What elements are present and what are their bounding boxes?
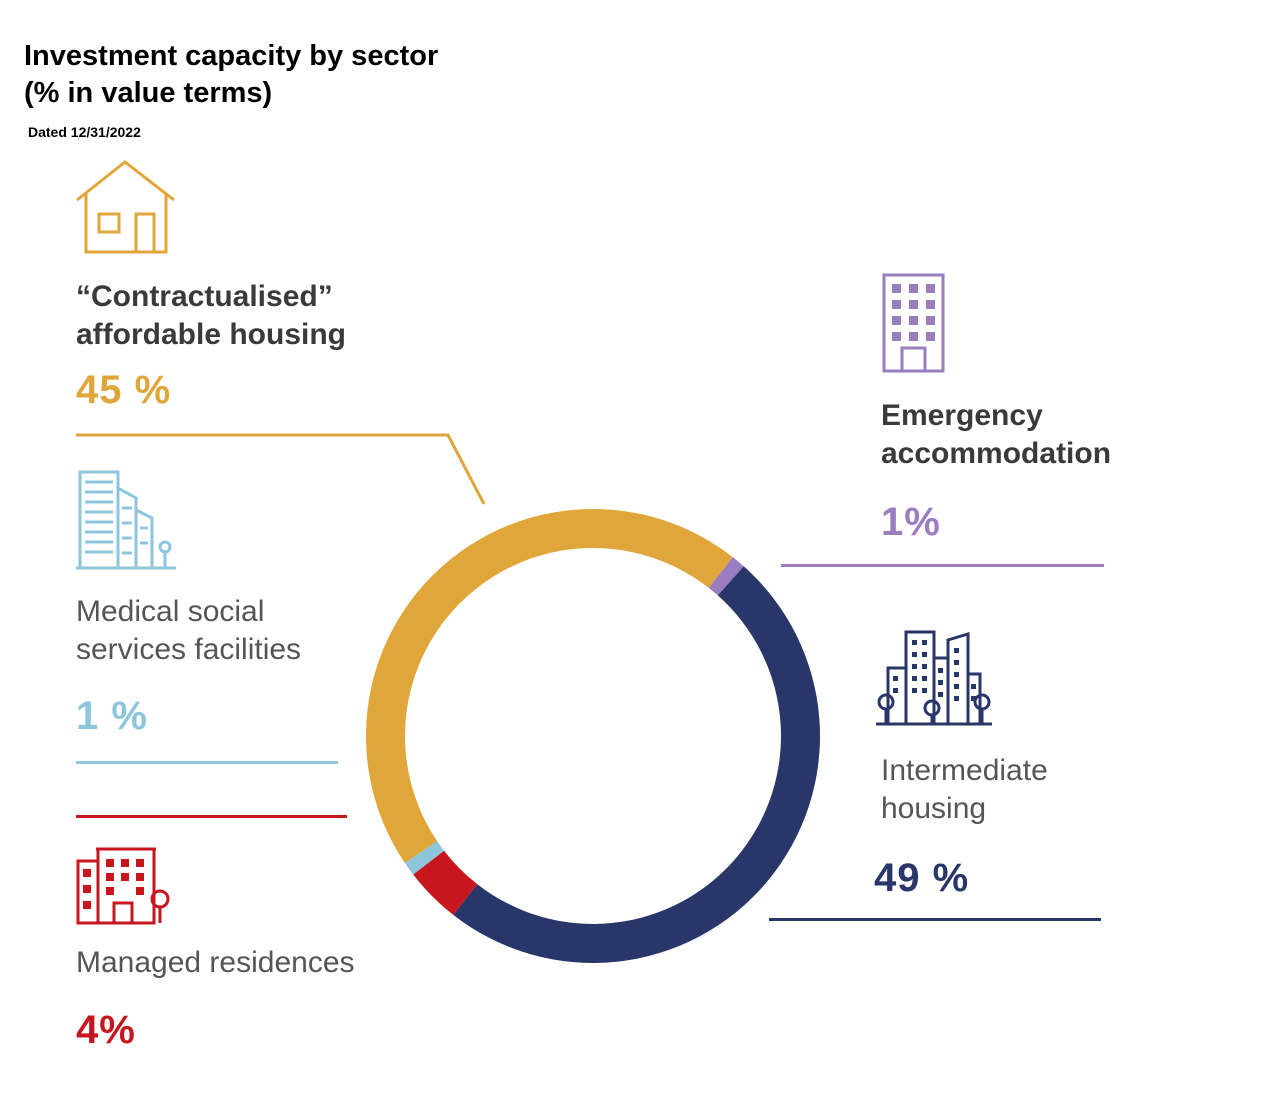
- office-building-icon: [882, 273, 945, 373]
- label-emergency-line2: accommodation: [881, 437, 1112, 470]
- leader-emergency: [781, 564, 1104, 567]
- donut-slice-2: [413, 850, 478, 915]
- label-medical-line2: services facilities: [76, 633, 302, 666]
- label-affordable-line1: “Contractualised”: [76, 280, 333, 313]
- city-buildings-icon: [876, 630, 992, 726]
- title-line-1: Investment capacity by sector: [24, 40, 439, 72]
- label-intermediate-line2: housing: [881, 792, 987, 825]
- label-intermediate-line1: Intermediate: [881, 754, 1048, 787]
- donut-slice-4: [366, 509, 733, 863]
- label-managed: Managed residences: [76, 946, 355, 979]
- chart-title: Investment capacity by sector (% in value…: [24, 38, 438, 112]
- label-emergency-line1: Emergency: [881, 399, 1043, 432]
- tall-buildings-icon: [76, 470, 176, 570]
- leader-managed: [76, 815, 347, 818]
- pct-medical: 1 %: [76, 694, 148, 738]
- pct-affordable: 45 %: [76, 368, 172, 412]
- donut-slice-3: [404, 841, 445, 875]
- leader-intermediate: [769, 918, 1101, 921]
- title-line-2: (% in value terms): [24, 77, 273, 109]
- label-affordable-line2: affordable housing: [76, 318, 346, 351]
- leader-medical: [76, 761, 338, 764]
- label-medical-line1: Medical social: [76, 595, 265, 628]
- chart-date: Dated 12/31/2022: [28, 124, 141, 140]
- pct-emergency: 1%: [881, 500, 941, 544]
- house-icon: [76, 160, 175, 254]
- pct-managed: 4%: [76, 1008, 136, 1052]
- residence-building-icon: [76, 847, 170, 925]
- donut-slice-0: [708, 557, 744, 596]
- donut-slice-1: [453, 566, 820, 963]
- pct-intermediate: 49 %: [874, 856, 970, 900]
